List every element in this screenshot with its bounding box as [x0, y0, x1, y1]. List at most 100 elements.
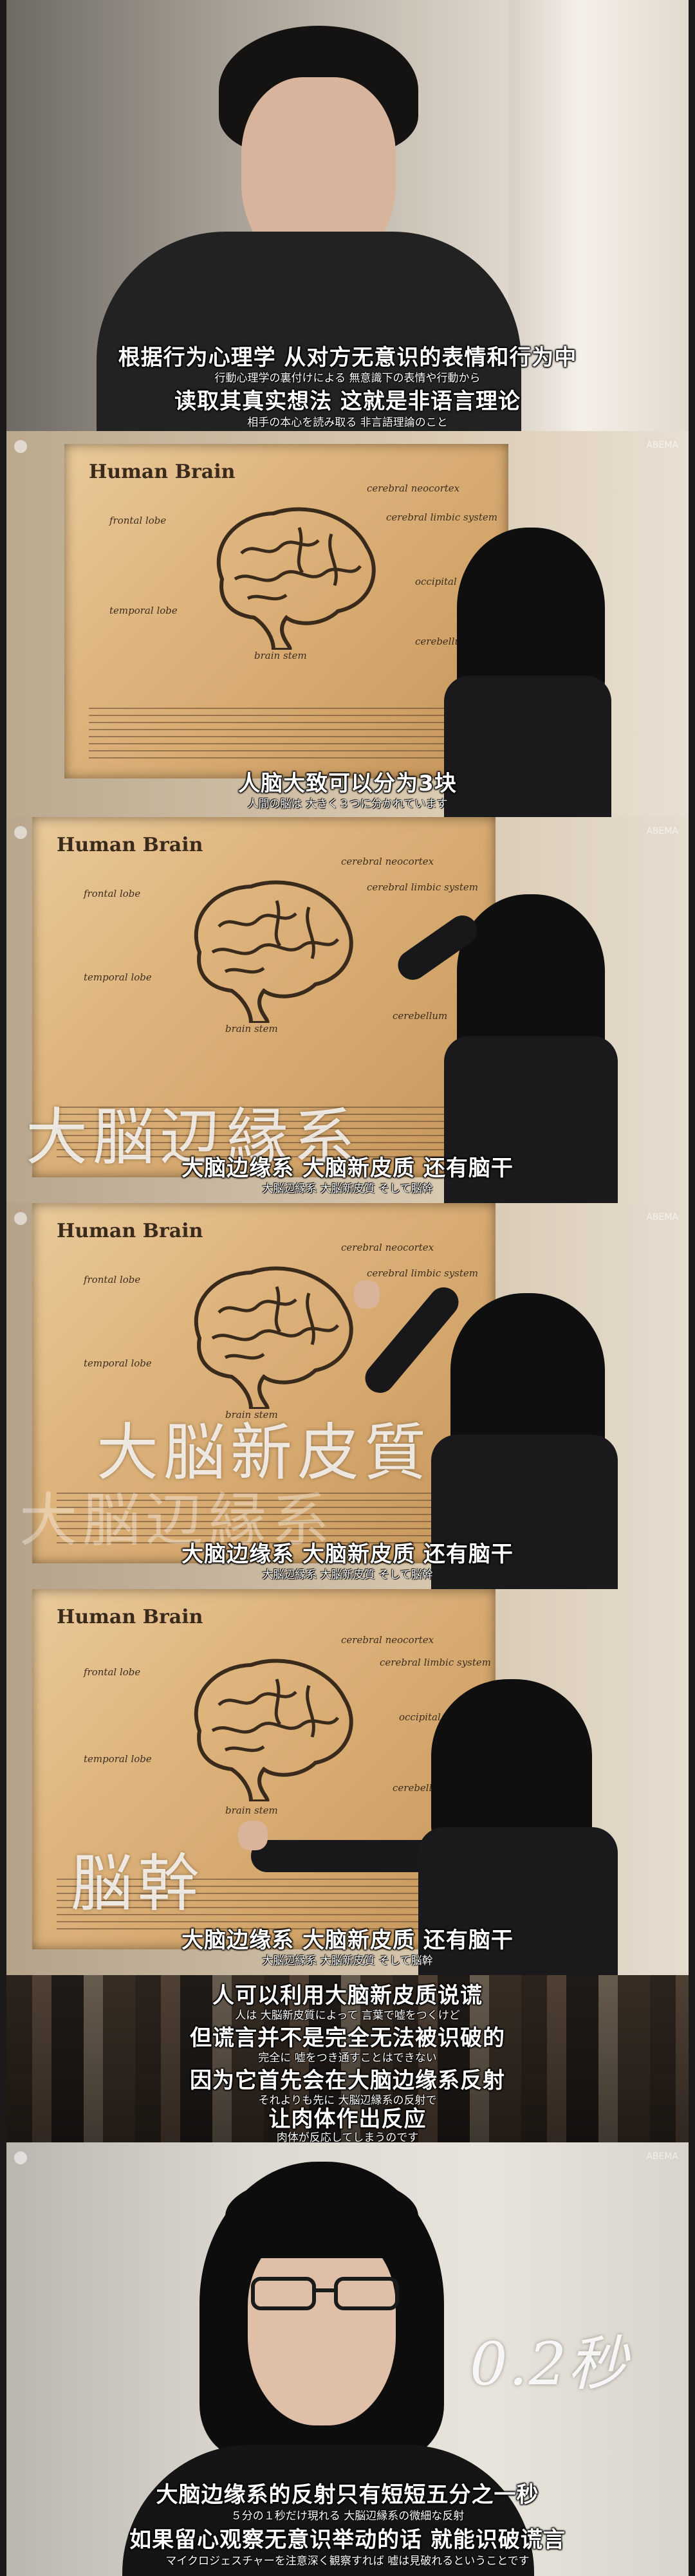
scene-panel-6: 人可以利用大脑新皮质说谎 人は 大脳新皮質によって 言葉で嘘をつくけど 但谎言并… — [6, 1975, 689, 2142]
caption-brain-stem: 脳幹 — [71, 1848, 205, 1920]
poster-label: cerebral limbic system — [367, 881, 478, 893]
poster-title: Human Brain — [57, 1606, 203, 1628]
girl-body — [431, 1435, 618, 1589]
woman-bangs — [225, 2175, 418, 2258]
subtitle-ja: 相手の本心を読み取る 非言語理論のこと — [247, 416, 448, 429]
poster-label: cerebral limbic system — [367, 1267, 478, 1279]
subtitle-zh: 让肉体作出反应 — [268, 2106, 427, 2132]
poster-body-text — [89, 708, 483, 759]
subtitle-ja: 大脳辺縁系 大脳新皮質 そして脳幹 — [262, 1569, 433, 1581]
channel-logo-icon — [14, 440, 27, 453]
brain-illustration-icon — [194, 880, 353, 1023]
scene-panel-4: ABEMA Human Brain frontal lobe cerebral … — [6, 1203, 689, 1589]
subtitle-zh: 大脑边缘系 大脑新皮质 还有脑干 — [181, 1155, 514, 1181]
poster-body-text — [57, 1107, 470, 1158]
poster-label: frontal lobe — [84, 1274, 141, 1285]
poster-label: cerebellum — [393, 1010, 448, 1022]
poster-label: cerebellum — [415, 636, 470, 647]
poster-label: brain stem — [254, 650, 307, 661]
subtitle-ja: マイクロジェスチャーを注意深く観察すれば 嘘は見破れるということです — [165, 2555, 530, 2568]
caption-time: 0.2秒 — [470, 2330, 629, 2398]
channel-logo-icon — [14, 2151, 27, 2164]
girl-body — [444, 1036, 618, 1203]
poster-label: cerebral neocortex — [367, 483, 460, 494]
scene-panel-1: 根据行为心理学 从对方无意识的表情和行为中 行動心理学の裏付けによる 無意識下の… — [6, 0, 689, 431]
scene-panel-3: ABEMA Human Brain frontal lobe cerebral … — [6, 817, 689, 1203]
brain-illustration-icon — [194, 1266, 353, 1409]
brain-poster: Human Brain frontal lobe cerebral neocor… — [32, 1203, 496, 1563]
poster-title: Human Brain — [57, 834, 203, 856]
scene-panel-2: ABEMA Human Brain frontal lobe cerebral … — [6, 431, 689, 817]
poster-label: frontal lobe — [84, 888, 141, 899]
poster-label: cerebral limbic system — [380, 1657, 491, 1668]
girl-body — [418, 1827, 618, 1975]
glasses-icon — [251, 2277, 399, 2310]
brain-poster: Human Brain frontal lobe cerebral neocor… — [32, 817, 496, 1177]
poster-label: temporal lobe — [84, 1753, 152, 1765]
poster-title: Human Brain — [89, 461, 236, 483]
poster-label: temporal lobe — [84, 1357, 152, 1369]
subtitle-zh: 大脑边缘系 大脑新皮质 还有脑干 — [181, 1927, 514, 1953]
subtitle-zh: 人可以利用大脑新皮质说谎 — [212, 1983, 483, 2009]
girl-hair — [457, 894, 605, 1055]
poster-label: temporal lobe — [84, 971, 152, 983]
poster-body-text — [57, 1879, 470, 1930]
girl-hair — [457, 528, 605, 695]
subtitle-zh: 人脑大致可以分为3块 — [238, 771, 457, 796]
broadcaster-watermark: ABEMA — [646, 826, 678, 836]
poster-label: occipital — [415, 576, 457, 587]
shelf-shadow — [6, 1975, 689, 2142]
broadcaster-watermark: ABEMA — [646, 440, 678, 450]
subtitle-zh: 读取其真实想法 这就是非语言理论 — [174, 389, 521, 414]
subtitle-ja: 大脳辺縁系 大脳新皮質 そして脳幹 — [262, 1955, 433, 1967]
subtitle-ja: 肉体が反応してしまうのです — [276, 2131, 419, 2142]
subtitle-zh: 根据行为心理学 从对方无意识的表情和行为中 — [118, 345, 577, 371]
poster-label: occipital — [399, 1711, 441, 1723]
subtitle-zh: 如果留心观察无意识举动的话 就能识破谎言 — [129, 2527, 566, 2553]
poster-label: cerebral neocortex — [341, 1634, 434, 1646]
subtitle-ja: ５分の１秒だけ現れる 大脳辺縁系の微細な反射 — [230, 2510, 465, 2523]
man-hoodie — [97, 232, 521, 431]
woman-face — [248, 2232, 396, 2425]
subtitle-zh: 大脑边缘系 大脑新皮质 还有脑干 — [181, 1541, 514, 1567]
scene-panel-7: ABEMA 0.2秒 大脑边缘系的反射只有短短五分之一秒 ５分の１秒だけ現れる … — [6, 2142, 689, 2576]
subtitle-ja: それよりも先に 大脳辺縁系の反射で — [258, 2094, 437, 2107]
girl-hand — [354, 1280, 380, 1309]
poster-label: brain stem — [225, 1805, 278, 1816]
girl-hair — [450, 1293, 605, 1454]
subtitle-zh: 大脑边缘系的反射只有短短五分之一秒 — [156, 2482, 539, 2508]
subtitle-ja: 人は 大脳新皮質によって 言葉で嘘をつくけど — [235, 2009, 460, 2022]
caption-limbic-system-ghost: 大脳辺縁系 — [19, 1487, 335, 1554]
poster-label: temporal lobe — [109, 605, 178, 616]
poster-label: frontal lobe — [109, 515, 167, 526]
scene-panel-5: Human Brain frontal lobe cerebral neocor… — [6, 1589, 689, 1975]
poster-title: Human Brain — [57, 1220, 203, 1242]
broadcaster-watermark: ABEMA — [646, 2151, 678, 2162]
caption-neocortex: 大脳新皮質 — [97, 1417, 431, 1489]
woman-body — [122, 2445, 534, 2576]
girl-hair — [431, 1679, 592, 1840]
poster-label: cerebral limbic system — [386, 511, 497, 523]
subtitle-ja: 行動心理学の裏付けによる 無意識下の表情や行動から — [214, 372, 481, 385]
subtitle-ja: 完全に 嘘をつき通すことはできない — [258, 2052, 437, 2065]
poster-label: brain stem — [225, 1409, 278, 1421]
broadcaster-watermark: ABEMA — [646, 1212, 678, 1222]
caption-limbic-system: 大脳辺縁系 — [26, 1101, 360, 1173]
brain-illustration-icon — [194, 1659, 353, 1801]
girl-hand — [238, 1821, 268, 1850]
channel-logo-icon — [14, 1212, 27, 1225]
poster-label: frontal lobe — [84, 1666, 141, 1678]
brain-illustration-icon — [216, 507, 376, 650]
poster-label: cerebral neocortex — [341, 1242, 434, 1253]
poster-label: brain stem — [225, 1023, 278, 1035]
subtitle-ja: 人間の脳は 大きく３つに分かれています — [247, 798, 448, 811]
poster-label: cerebral neocortex — [341, 856, 434, 867]
subtitle-zh: 但谎言并不是完全无法被识破的 — [190, 2025, 505, 2051]
curtain — [508, 0, 689, 431]
channel-logo-icon — [14, 826, 27, 839]
subtitle-ja: 大脳辺縁系 大脳新皮質 そして脳幹 — [262, 1182, 433, 1195]
girl-body — [444, 676, 611, 817]
poster-body-text — [57, 1493, 470, 1544]
brain-poster: Human Brain frontal lobe cerebral neocor… — [64, 444, 508, 778]
subtitle-zh: 因为它首先会在大脑边缘系反射 — [190, 2068, 505, 2093]
